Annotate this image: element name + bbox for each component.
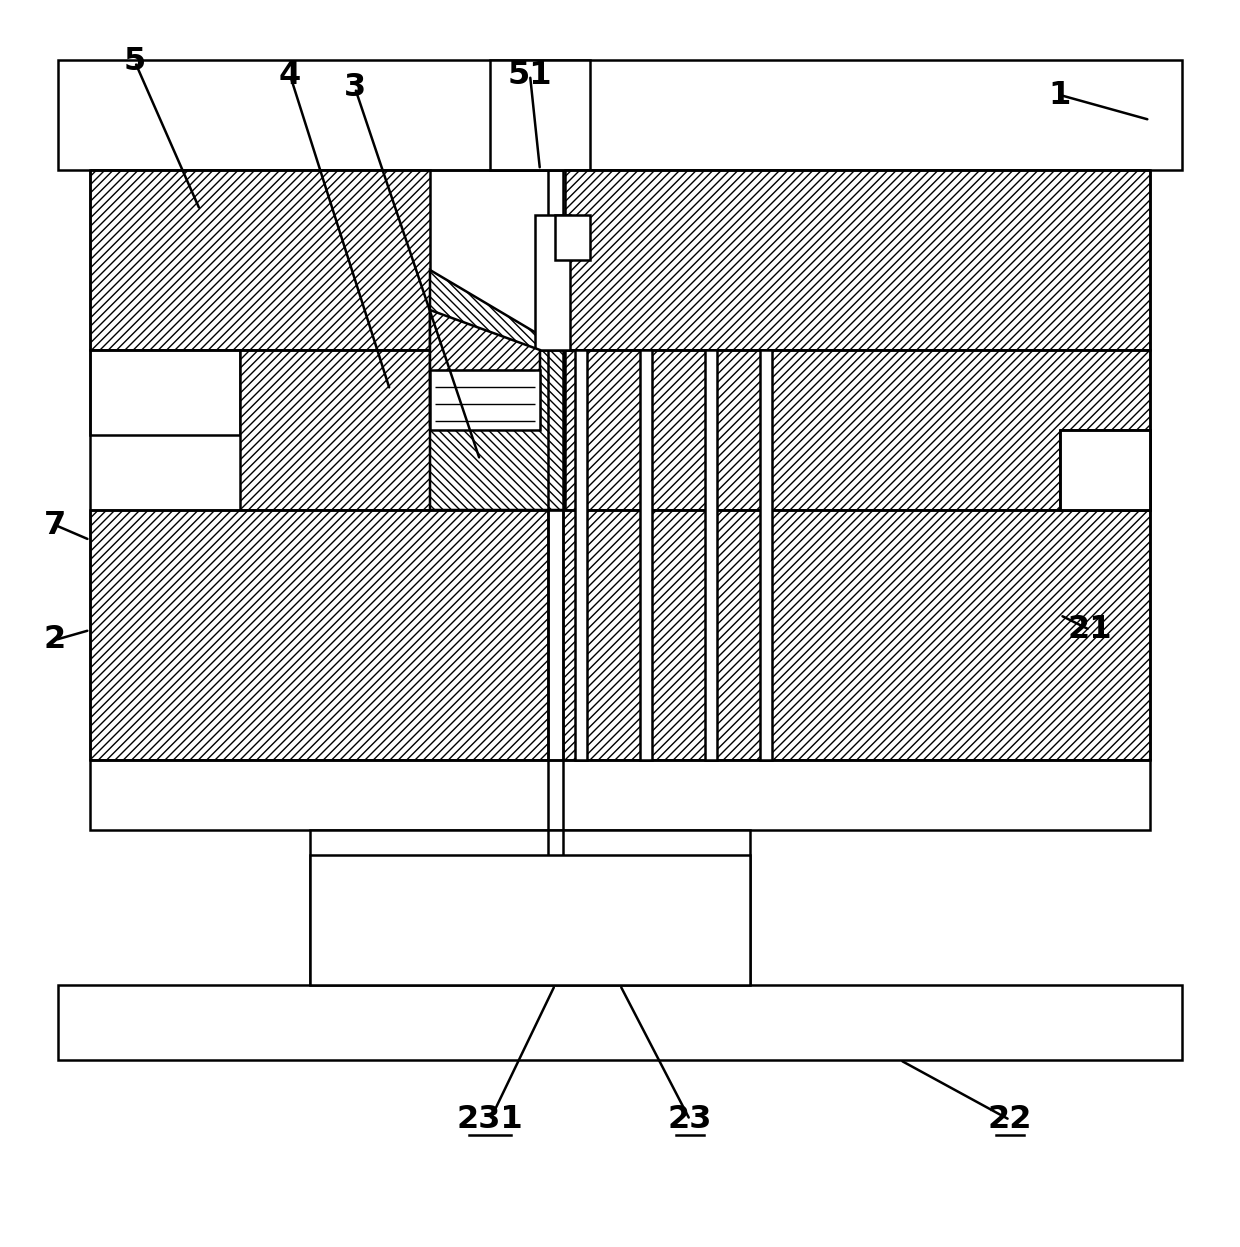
Text: 21: 21 (1068, 615, 1112, 646)
Bar (534, 214, 570, 350)
Bar (575, 350, 587, 759)
Bar (760, 350, 773, 759)
Bar (91, 350, 241, 435)
Bar (310, 831, 750, 985)
Bar (91, 759, 1149, 831)
Text: 3: 3 (343, 72, 366, 104)
Bar (565, 170, 1149, 350)
Text: 231: 231 (456, 1105, 523, 1136)
Bar (563, 510, 1149, 759)
Bar (91, 170, 430, 350)
Bar (91, 510, 548, 759)
Text: 1: 1 (1049, 80, 1071, 111)
Text: 22: 22 (988, 1105, 1032, 1136)
Bar (565, 350, 1149, 510)
Text: 2: 2 (43, 625, 66, 656)
Text: 7: 7 (43, 510, 66, 540)
Bar (1060, 430, 1149, 510)
Bar (430, 370, 539, 430)
Bar (241, 350, 430, 510)
Text: 5: 5 (124, 46, 146, 77)
Bar (58, 60, 1182, 170)
Bar (58, 985, 1182, 1060)
Text: 51: 51 (507, 60, 552, 91)
Text: 23: 23 (668, 1105, 712, 1136)
Text: 4: 4 (279, 60, 301, 91)
Bar (490, 60, 590, 170)
Bar (1060, 430, 1149, 510)
Polygon shape (430, 271, 565, 510)
Bar (310, 855, 750, 985)
Bar (706, 350, 717, 759)
Polygon shape (430, 311, 539, 425)
Bar (556, 214, 590, 261)
Bar (640, 350, 652, 759)
